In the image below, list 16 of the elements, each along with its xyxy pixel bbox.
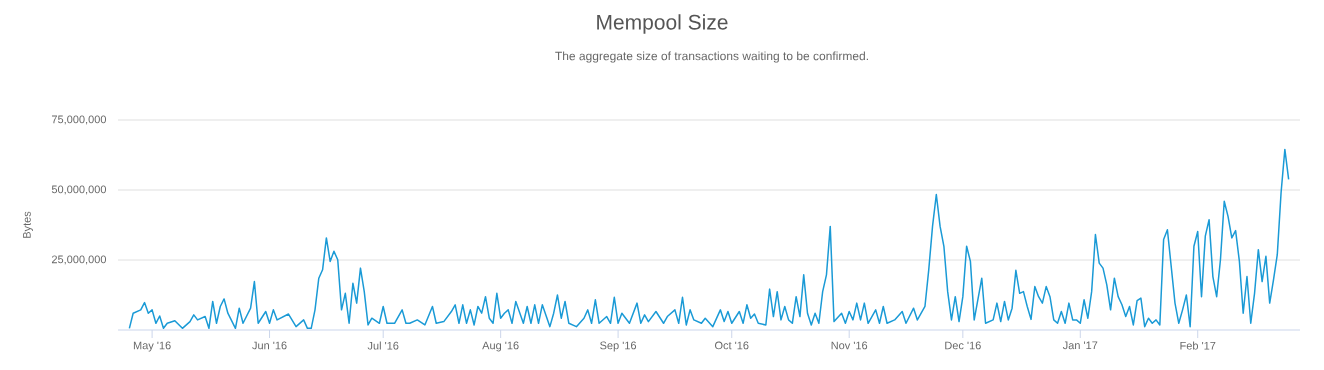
x-tick-label: Dec '16	[945, 341, 981, 350]
x-tick-label: Jun '16	[252, 341, 287, 350]
y-tick-label: 75,000,000	[51, 115, 107, 125]
x-tick-label: Jul '16	[367, 341, 399, 350]
x-tick-label: May '16	[133, 341, 171, 352]
x-tick-label: Sep '16	[600, 341, 637, 352]
y-tick-label: 50,000,000	[51, 185, 107, 195]
chart-subtitle: The aggregate size of transactions waiting to be confirmed.	[555, 51, 868, 63]
x-tick-label: Aug '16	[482, 341, 519, 352]
y-tick-label: 25,000,000	[51, 255, 107, 265]
x-tick-label: Feb '17	[1180, 341, 1216, 350]
chart-title: Mempool Size	[597, 14, 728, 34]
x-tick-label: Jan '17	[1062, 341, 1098, 350]
x-tick-label: Oct '16	[715, 341, 749, 350]
x-tick-label: Nov '16	[831, 341, 868, 350]
y-axis-title: Bytes	[23, 211, 33, 238]
